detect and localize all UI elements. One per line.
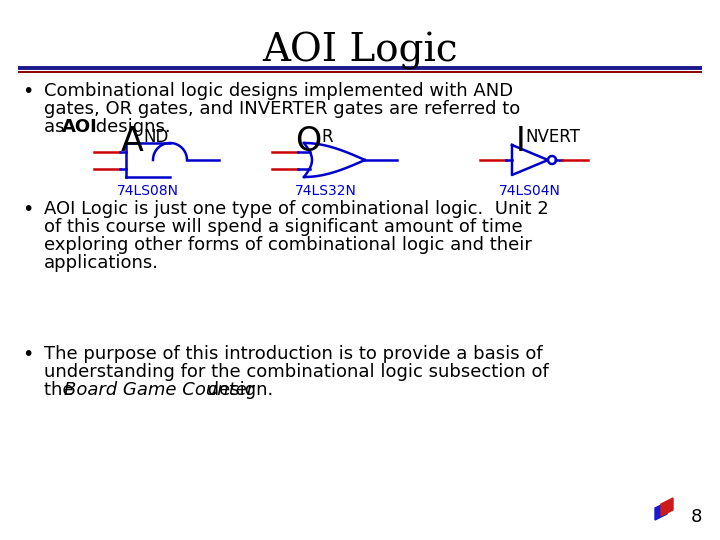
Text: applications.: applications. xyxy=(44,254,159,272)
Text: exploring other forms of combinational logic and their: exploring other forms of combinational l… xyxy=(44,236,532,254)
Text: designs.: designs. xyxy=(90,118,171,136)
Text: AOI Logic: AOI Logic xyxy=(262,32,458,70)
Text: the: the xyxy=(44,381,79,399)
Text: R: R xyxy=(321,128,333,146)
Text: •: • xyxy=(22,200,33,219)
Polygon shape xyxy=(661,498,673,516)
Text: I: I xyxy=(516,125,526,158)
Text: AOI Logic is just one type of combinational logic.  Unit 2: AOI Logic is just one type of combinatio… xyxy=(44,200,549,218)
Text: ND: ND xyxy=(143,128,168,146)
Text: The purpose of this introduction is to provide a basis of: The purpose of this introduction is to p… xyxy=(44,345,543,363)
Text: Combinational logic designs implemented with AND: Combinational logic designs implemented … xyxy=(44,82,513,100)
Text: 74LS08N: 74LS08N xyxy=(117,184,179,198)
Text: Board Game Counter: Board Game Counter xyxy=(64,381,254,399)
Text: NVERT: NVERT xyxy=(526,128,580,146)
Text: 8: 8 xyxy=(690,508,702,526)
Text: •: • xyxy=(22,345,33,364)
Text: design.: design. xyxy=(202,381,274,399)
Text: understanding for the combinational logic subsection of: understanding for the combinational logi… xyxy=(44,363,549,381)
Polygon shape xyxy=(655,502,667,520)
Text: O: O xyxy=(295,125,321,158)
Text: •: • xyxy=(22,82,33,101)
Text: of this course will spend a significant amount of time: of this course will spend a significant … xyxy=(44,218,523,236)
Text: gates, OR gates, and INVERTER gates are referred to: gates, OR gates, and INVERTER gates are … xyxy=(44,100,521,118)
Text: 74LS04N: 74LS04N xyxy=(499,184,561,198)
Text: as: as xyxy=(44,118,71,136)
Text: AOI: AOI xyxy=(62,118,98,136)
Text: A: A xyxy=(120,125,143,158)
Text: 74LS32N: 74LS32N xyxy=(295,184,357,198)
